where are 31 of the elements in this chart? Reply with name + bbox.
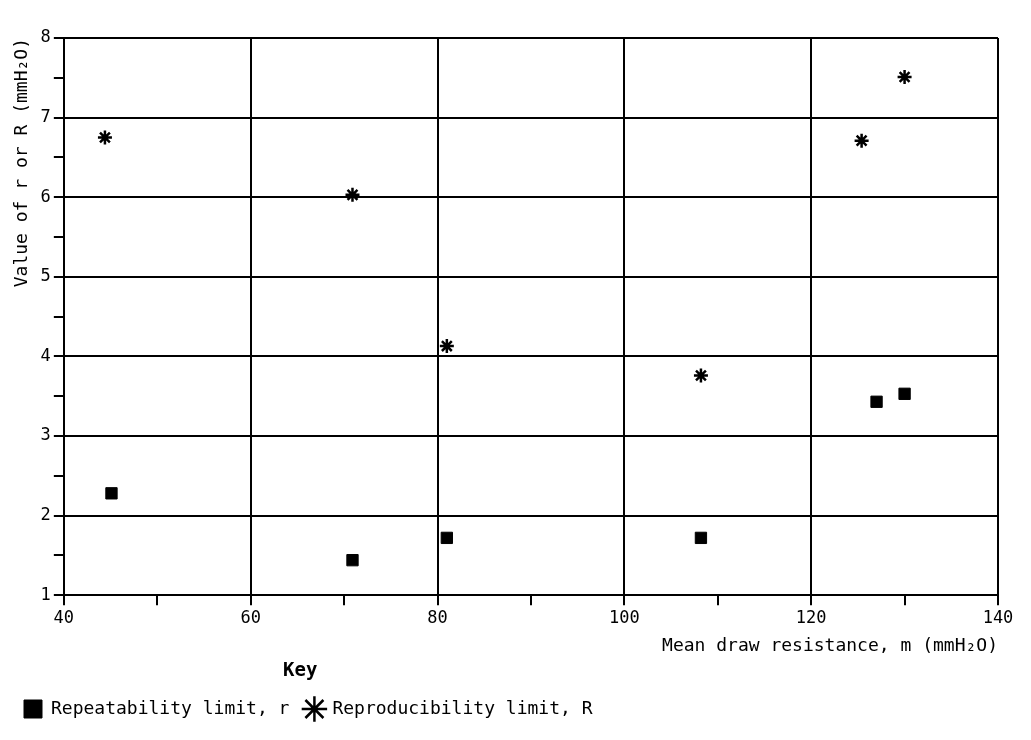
point <box>896 68 913 86</box>
x-tick-label: 120 <box>795 606 827 627</box>
legend-label: Repeatability limit, r <box>51 696 290 718</box>
point <box>870 395 883 408</box>
x-axis-title: Mean draw resistance, m (mmH₂O) <box>662 634 998 656</box>
y-tick-label: 4 <box>40 344 51 365</box>
y-tick-label: 6 <box>40 185 51 206</box>
legend-label: Reproducibility limit, R <box>332 696 593 718</box>
point <box>438 337 456 355</box>
point <box>105 487 118 500</box>
y-tick-label: 7 <box>40 106 51 127</box>
x-tick-label: 40 <box>53 606 75 627</box>
point <box>346 554 359 567</box>
y-tick-label: 8 <box>40 26 51 47</box>
x-tick-label: 60 <box>240 606 261 627</box>
x-tick-label: 140 <box>982 606 1014 627</box>
point <box>440 531 453 545</box>
x-tick-label: 100 <box>608 606 640 627</box>
y-tick-label: 1 <box>40 583 51 604</box>
point <box>853 132 870 149</box>
point <box>692 367 710 384</box>
y-tick-label: 2 <box>40 504 51 525</box>
x-tick-label: 80 <box>427 606 448 627</box>
y-tick-label: 5 <box>40 265 51 286</box>
y-tick-label: 3 <box>40 424 51 445</box>
point <box>898 387 911 400</box>
point <box>344 186 361 204</box>
point <box>694 531 708 545</box>
y-axis-title: Value of r or R (mmH₂O) <box>10 38 32 288</box>
legend-title: Key <box>283 657 318 680</box>
point <box>96 129 114 146</box>
